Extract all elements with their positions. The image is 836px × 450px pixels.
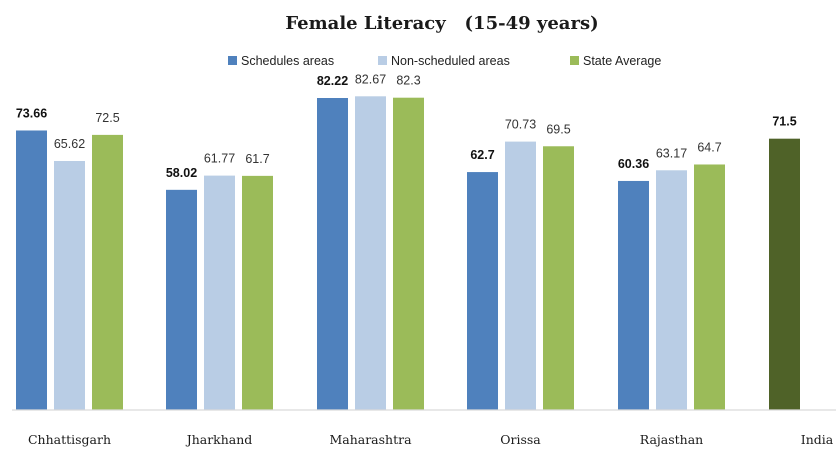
legend-swatch-3 bbox=[570, 56, 579, 65]
value-label-maharashtra-3: 82.3 bbox=[396, 74, 420, 88]
bar-rajasthan-state-average bbox=[694, 164, 725, 410]
value-label-chhattisgarh-3: 72.5 bbox=[95, 111, 119, 125]
bar-maharashtra-schedules-areas bbox=[317, 98, 348, 410]
bar-jharkhand-state-average bbox=[242, 175, 273, 410]
value-label-orissa-1: 62.7 bbox=[470, 148, 494, 162]
value-label-orissa-3: 69.5 bbox=[546, 122, 570, 136]
bar-jharkhand-schedules-areas bbox=[166, 189, 197, 410]
legend-swatch-2 bbox=[378, 56, 387, 65]
bar-maharashtra-non-scheduled-areas bbox=[355, 96, 386, 410]
value-label-maharashtra-1: 82.22 bbox=[317, 74, 348, 88]
category-label-chhattisgarh: Chhattisgarh bbox=[28, 432, 111, 447]
bar-chhattisgarh-schedules-areas bbox=[16, 130, 47, 410]
value-label-india: 71.5 bbox=[772, 115, 796, 129]
category-label-rajasthan: Rajasthan bbox=[640, 432, 703, 447]
bar-orissa-schedules-areas bbox=[467, 172, 498, 410]
value-label-rajasthan-2: 63.17 bbox=[656, 146, 687, 160]
legend: Schedules areas Non-scheduled areas State … bbox=[228, 54, 661, 68]
bar-orissa-state-average bbox=[543, 146, 574, 410]
category-label-maharashtra: Maharashtra bbox=[329, 432, 412, 447]
legend-label-1: Schedules areas bbox=[241, 54, 334, 68]
value-label-chhattisgarh-1: 73.66 bbox=[16, 106, 47, 120]
category-labels-group: Chhattisgarh Jharkhand Maharashtra Orissa Ra… bbox=[28, 432, 834, 447]
bar-chhattisgarh-non-scheduled-areas bbox=[54, 160, 85, 410]
value-label-rajasthan-1: 60.36 bbox=[618, 157, 649, 171]
value-label-jharkhand-2: 61.77 bbox=[204, 152, 235, 166]
value-label-orissa-2: 70.73 bbox=[505, 118, 536, 132]
bars-group bbox=[16, 96, 800, 411]
bar-rajasthan-non-scheduled-areas bbox=[656, 170, 687, 410]
bar-jharkhand-non-scheduled-areas bbox=[204, 175, 235, 410]
legend-label-3: State Average bbox=[583, 54, 661, 68]
value-label-jharkhand-1: 58.02 bbox=[166, 166, 197, 180]
category-label-orissa: Orissa bbox=[500, 432, 541, 447]
chart-title: Female Literacy (15-49 years) bbox=[285, 13, 598, 34]
value-label-chhattisgarh-2: 65.62 bbox=[54, 137, 85, 151]
value-labels-group: 73.66 65.62 72.5 58.02 61.77 61.7 82.22 82.67 82… bbox=[16, 72, 797, 180]
bar-chhattisgarh-state-average bbox=[92, 134, 123, 410]
bar-orissa-non-scheduled-areas bbox=[505, 141, 536, 410]
value-label-rajasthan-3: 64.7 bbox=[697, 140, 721, 154]
bar-maharashtra-state-average bbox=[393, 97, 424, 411]
legend-label-2: Non-scheduled areas bbox=[391, 54, 510, 68]
category-label-india: India bbox=[801, 432, 834, 447]
bar-rajasthan-schedules-areas bbox=[618, 180, 649, 410]
value-label-maharashtra-2: 82.67 bbox=[355, 72, 386, 86]
value-label-jharkhand-3: 61.7 bbox=[245, 152, 269, 166]
category-label-jharkhand: Jharkhand bbox=[185, 432, 253, 447]
legend-swatch-1 bbox=[228, 56, 237, 65]
bar-india bbox=[769, 138, 800, 411]
